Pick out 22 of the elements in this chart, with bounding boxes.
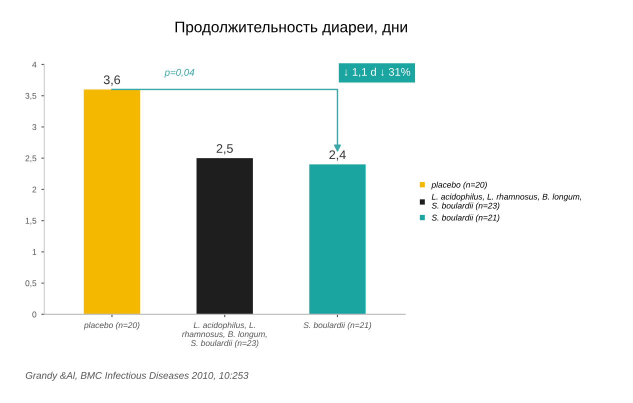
y-tick-label: 2 [32, 186, 36, 192]
y-tick-label: 3 [32, 124, 36, 130]
y-tick-label: 2,5 [26, 155, 36, 162]
data-label: 3,6 [104, 75, 120, 86]
data-label: 2,4 [329, 150, 346, 161]
legend-label: S. boulardii (n=21) [432, 214, 500, 222]
y-tick-label: 3,5 [25, 92, 36, 100]
annotation: ↓ 1,1 d ↓ 31% [344, 68, 410, 78]
y-tick-label: 1 [32, 249, 36, 255]
y-tick-label: 1,5 [26, 218, 36, 225]
x-tick-label: L. acidophilus, L. rhamnosus, B. longum, S. boulardii (n=23) [182, 322, 267, 348]
chart-title: Продолжительность диареи, дни [176, 22, 407, 36]
legend-label: placebo (n=20) [431, 182, 487, 190]
text: Grandy &Al, BMC Infectious Diseases 2010, 10:253 [26, 372, 248, 381]
y-tick-label: 4 [32, 62, 36, 68]
x-tick-label: placebo (n=20) [84, 322, 140, 330]
legend-label: L. acidophilus, L. rhamnosus, B. longum, S. boulardii (n=23) [432, 194, 582, 210]
data-label: 2,5 [216, 144, 233, 154]
annotation: p=0,04 [164, 68, 194, 78]
x-tick-label: S. boulardii (n=21) [304, 322, 372, 330]
y-tick-label: 0,5 [25, 280, 36, 288]
y-tick-label: 0 [32, 312, 36, 318]
